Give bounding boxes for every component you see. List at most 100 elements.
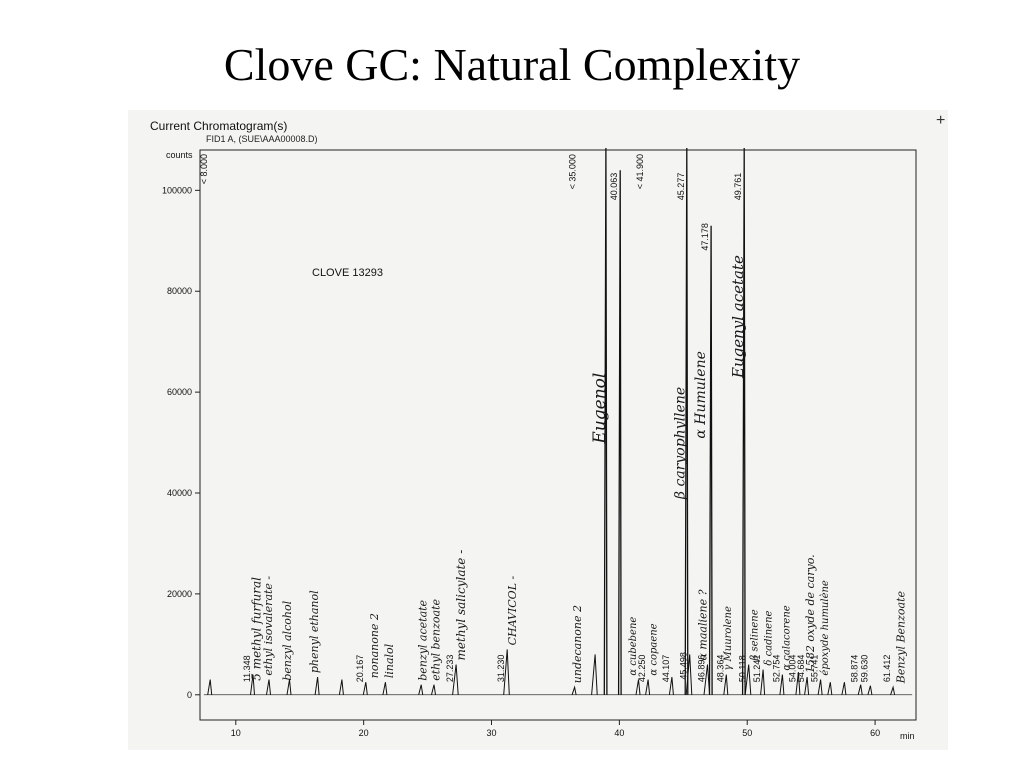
peak bbox=[591, 654, 598, 695]
handwritten-annotation: α cubebene bbox=[628, 617, 639, 676]
peak bbox=[382, 682, 388, 695]
peak bbox=[817, 679, 823, 695]
peak bbox=[723, 674, 729, 695]
handwritten-annotation: Eugenyl acetate bbox=[729, 255, 747, 379]
handwritten-annotation: 1582 oxyde de caryo. bbox=[804, 554, 817, 673]
peak bbox=[827, 682, 833, 695]
peak bbox=[890, 685, 896, 695]
handwritten-annotation: benzyl alcohol bbox=[281, 600, 294, 680]
handwritten-annotation: γ Muurolene bbox=[723, 606, 734, 671]
retention-time-label: 42.250 bbox=[637, 655, 647, 683]
handwritten-annotation: α Humulene bbox=[693, 351, 709, 439]
x-tick-label: 60 bbox=[870, 728, 880, 738]
retention-time-label: 54.684 bbox=[796, 655, 806, 683]
retention-time-label: 54.004 bbox=[787, 655, 797, 683]
y-tick-label: 20000 bbox=[167, 589, 192, 599]
peak bbox=[250, 674, 255, 695]
chromatogram-scan: Current Chromatogram(s) FID1 A, (SUE\AAA… bbox=[128, 110, 948, 750]
handwritten-annotation: 5 methyl furfural bbox=[249, 577, 263, 681]
y-tick-label: 80000 bbox=[167, 286, 192, 296]
y-axis-label: counts bbox=[166, 150, 193, 160]
peak bbox=[645, 679, 651, 695]
retention-time-label: 50.118 bbox=[738, 655, 748, 682]
peak bbox=[362, 682, 368, 695]
handwritten-annotation: nonanone 2 bbox=[368, 613, 381, 678]
peak bbox=[744, 664, 752, 695]
retention-time-label: 45.498 bbox=[679, 652, 689, 680]
peak bbox=[431, 684, 436, 695]
handwritten-annotation: α copaene bbox=[649, 623, 660, 675]
chart-marks: 0 20000 40000 60000 80000 100000 10 20 30 40 50 60 1… bbox=[162, 147, 913, 738]
x-tick-label: 50 bbox=[742, 728, 752, 738]
chart-heading: Current Chromatogram(s) bbox=[150, 119, 287, 133]
y-tick-label: 0 bbox=[187, 690, 192, 700]
handwritten-annotation: β selinene bbox=[750, 609, 761, 661]
x-axis-label: min bbox=[900, 731, 915, 741]
peak bbox=[452, 664, 459, 695]
retention-time-label: 58.874 bbox=[850, 655, 860, 683]
retention-time-label: 46.896 bbox=[696, 655, 706, 683]
handwritten-annotation: linalol bbox=[383, 643, 396, 678]
x-tick-label: 20 bbox=[359, 728, 369, 738]
plot-frame bbox=[199, 149, 917, 721]
corner-mark: + bbox=[936, 112, 946, 129]
peak bbox=[635, 679, 641, 695]
peak bbox=[418, 684, 424, 695]
peak bbox=[685, 654, 693, 695]
x-tick-label: 30 bbox=[487, 728, 497, 738]
retention-time-label: 48.364 bbox=[715, 655, 725, 683]
handwritten-annotation: α maaliene ? bbox=[697, 589, 710, 660]
peak bbox=[571, 685, 577, 695]
peak bbox=[207, 679, 213, 695]
x-tick-label: 40 bbox=[614, 728, 624, 738]
peak bbox=[668, 677, 674, 695]
retention-time-label: 55.741 bbox=[810, 655, 820, 683]
y-tick-label: 60000 bbox=[167, 387, 192, 397]
chromatogram-chart: Current Chromatogram(s) FID1 A, (SUE\AAA… bbox=[150, 119, 917, 741]
retention-time-label: 20.167 bbox=[355, 655, 365, 683]
handwritten-annotation: ethyl isovalerate - bbox=[262, 576, 275, 676]
handwritten-annotation: δ cadinene bbox=[764, 610, 775, 665]
retention-time-label: 31.230 bbox=[496, 655, 506, 683]
peak bbox=[314, 677, 320, 695]
retention-time-label: < 8.000 bbox=[199, 154, 209, 184]
y-tick-label: 40000 bbox=[167, 488, 192, 498]
retention-time-label: 40.063 bbox=[609, 173, 619, 201]
retention-time-label: 11.348 bbox=[242, 655, 252, 682]
handwritten-annotation: methyl salicylate - bbox=[454, 550, 468, 661]
handwritten-annotation: ethyl benzoate bbox=[429, 598, 442, 680]
handwritten-annotation: undecanone 2 bbox=[571, 605, 584, 683]
peak bbox=[804, 677, 810, 695]
handwritten-annotation: α calacorene bbox=[782, 605, 793, 670]
retention-time-label: 27.233 bbox=[445, 655, 455, 683]
peak bbox=[617, 170, 622, 695]
retention-time-label: 52.754 bbox=[771, 655, 781, 683]
peak bbox=[503, 649, 510, 695]
handwritten-annotation: Eugenol bbox=[590, 373, 610, 445]
handwritten-annotation: époxyde humulène bbox=[820, 580, 831, 675]
handwritten-annotation: Benzyl Benzoate bbox=[895, 590, 908, 684]
handwritten-annotation: phenyl ethanol bbox=[308, 590, 321, 673]
handwritten-annotation: benzyl acetate bbox=[416, 599, 429, 680]
x-tick-label: 10 bbox=[231, 728, 241, 738]
retention-time-label: 61.412 bbox=[882, 655, 892, 683]
peak bbox=[857, 684, 863, 695]
peak bbox=[779, 674, 785, 695]
retention-time-label: < 35.000 bbox=[568, 154, 578, 189]
peak bbox=[603, 147, 608, 695]
y-tick-label: 100000 bbox=[162, 185, 192, 195]
retention-time-label: 44.107 bbox=[661, 655, 671, 683]
signal-label: FID1 A, (SUE\AAA00008.D) bbox=[206, 134, 318, 144]
slide-title: Clove GC: Natural Complexity bbox=[223, 39, 801, 90]
retention-time-label: < 41.900 bbox=[635, 154, 645, 189]
retention-time-label: 51.241 bbox=[752, 655, 762, 683]
retention-time-label: 45.277 bbox=[676, 173, 686, 201]
peak bbox=[708, 225, 713, 695]
peak bbox=[286, 679, 292, 695]
peak bbox=[741, 147, 746, 695]
handwritten-annotation: β caryophyllene bbox=[673, 387, 689, 500]
peak bbox=[760, 669, 766, 695]
peak bbox=[795, 672, 801, 695]
retention-time-label: 49.761 bbox=[733, 173, 743, 201]
retention-time-label: 47.178 bbox=[700, 223, 710, 251]
